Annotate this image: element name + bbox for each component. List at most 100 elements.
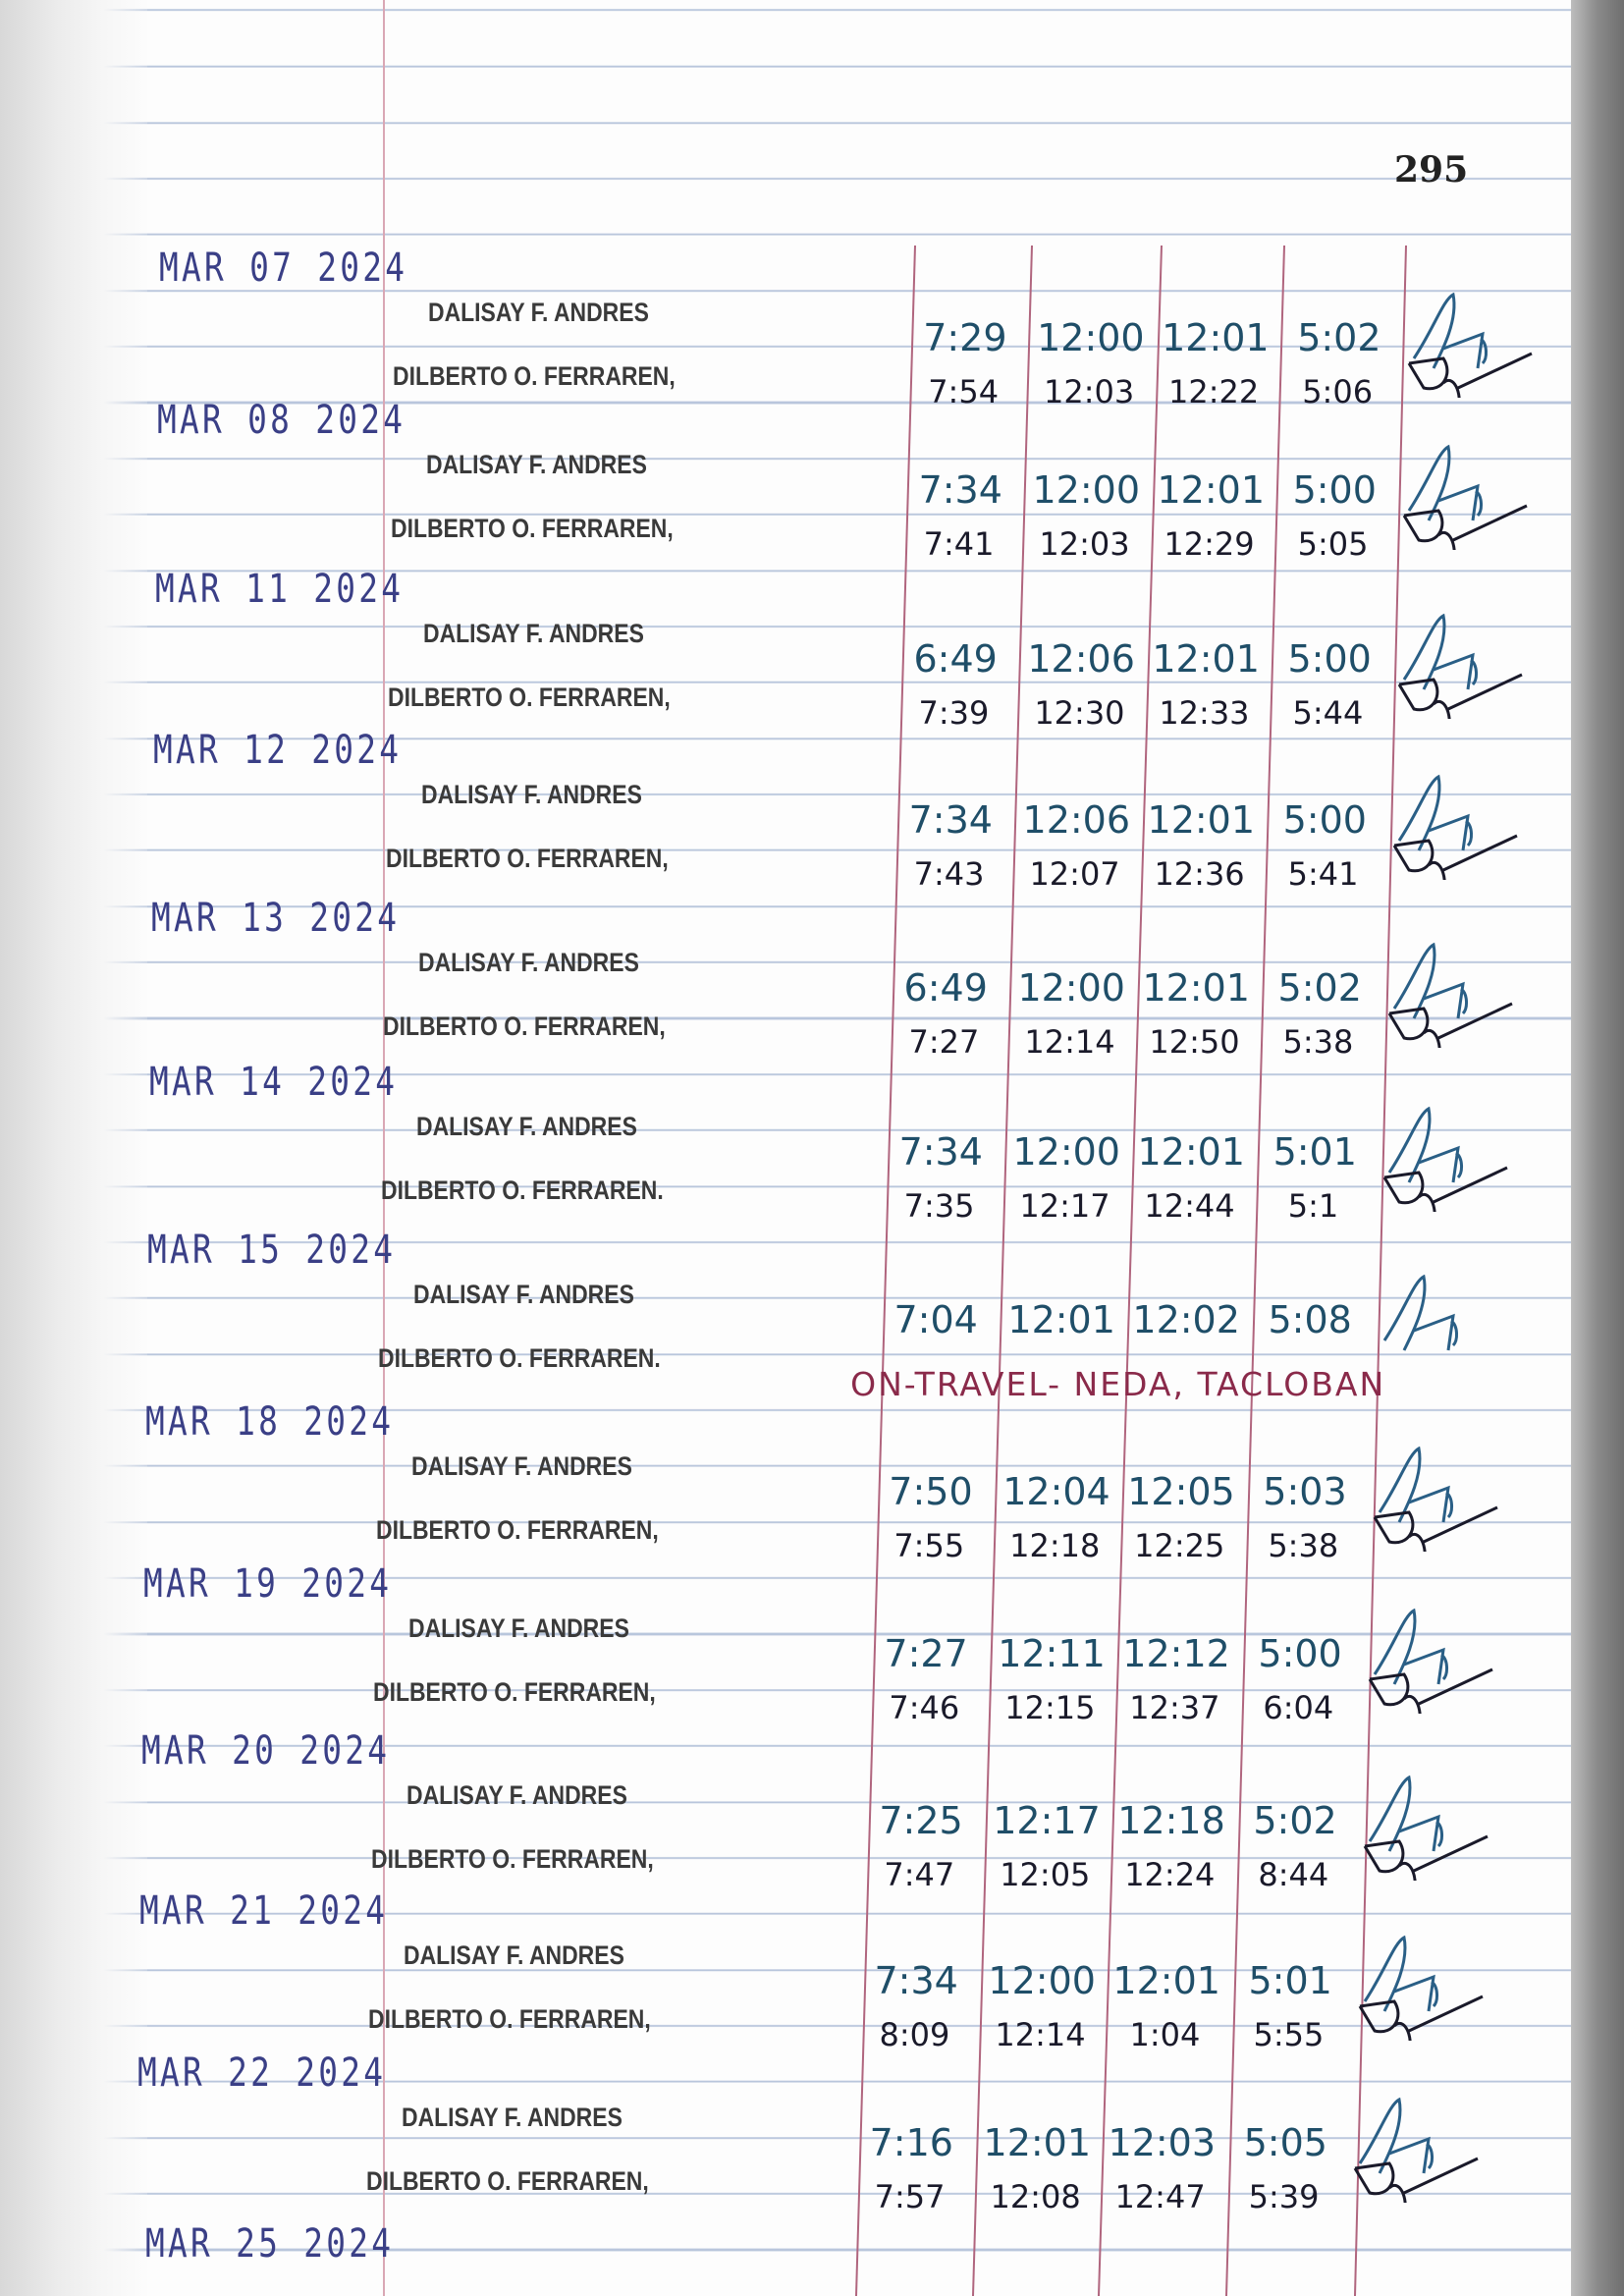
time-out-pm: 5:02 — [1253, 1799, 1337, 1842]
time-out-pm: 5:08 — [1268, 1298, 1352, 1341]
employee-name: DALISAY F. ANDRES — [406, 1780, 627, 1810]
signature — [1368, 1608, 1493, 1714]
time-in-pm: 12:01 — [1137, 1130, 1245, 1174]
date-stamp: MAR 14 2024 — [149, 1060, 399, 1105]
time-out-am: 12:00 — [1012, 1130, 1120, 1174]
time-out-pm: 8:44 — [1258, 1856, 1329, 1893]
time-out-am: 12:06 — [1022, 798, 1131, 842]
date-stamp: MAR 15 2024 — [147, 1228, 397, 1273]
time-in-pm: 12:24 — [1124, 1856, 1216, 1893]
date-stamp: MAR 18 2024 — [145, 1399, 395, 1445]
signature — [1354, 2097, 1480, 2203]
employee-name: DILBERTO O. FERRAREN, — [365, 2166, 649, 2196]
time-in-am: 7:34 — [918, 468, 1002, 512]
employee-name: DALISAY F. ANDRES — [420, 780, 642, 809]
time-in-am: 7:35 — [903, 1187, 975, 1225]
time-in-pm: 12:03 — [1108, 2121, 1217, 2164]
date-stamp: MAR 21 2024 — [139, 1888, 389, 1934]
time-out-pm: 5:01 — [1272, 1130, 1357, 1174]
time-out-pm: 5:05 — [1243, 2121, 1327, 2164]
time-out-am: 12:05 — [1000, 1856, 1091, 1893]
time-out-am: 12:17 — [993, 1799, 1101, 1842]
time-out-am: 12:08 — [990, 2178, 1081, 2215]
date-stamp: MAR 19 2024 — [143, 1561, 393, 1607]
employee-name: DILBERTO O. FERRAREN. — [380, 1175, 664, 1205]
time-in-pm: 12:25 — [1134, 1527, 1225, 1564]
time-in-am: 7:57 — [874, 2178, 946, 2215]
time-out-am: 12:00 — [1017, 966, 1125, 1010]
signature — [1383, 1106, 1509, 1212]
signature — [1373, 1446, 1498, 1552]
time-in-am: 7:34 — [908, 798, 993, 842]
employee-name: DILBERTO O. FERRAREN. — [378, 1343, 661, 1373]
time-in-pm: 12:37 — [1129, 1689, 1220, 1726]
time-out-am: 12:04 — [1002, 1470, 1110, 1513]
signature — [1393, 774, 1519, 880]
time-in-am: 7:27 — [908, 1023, 980, 1061]
date-stamp: MAR 12 2024 — [153, 728, 403, 773]
employee-name: DALISAY F. ANDRES — [413, 1280, 635, 1309]
time-out-am: 12:06 — [1027, 637, 1135, 681]
time-out-pm: 5:02 — [1297, 316, 1381, 359]
time-in-pm: 12:01 — [1152, 637, 1260, 681]
time-in-am: 7:54 — [928, 373, 1000, 410]
time-in-pm: 12:01 — [1142, 966, 1250, 1010]
time-out-am: 12:01 — [983, 2121, 1092, 2164]
time-out-pm: 5:06 — [1302, 373, 1374, 410]
employee-name: DALISAY F. ANDRES — [408, 1613, 629, 1643]
employee-name: DILBERTO O. FERRAREN, — [383, 1011, 666, 1041]
time-out-am: 12:03 — [1044, 373, 1135, 410]
time-in-pm: 12:18 — [1117, 1799, 1225, 1842]
time-in-am: 7:55 — [893, 1527, 965, 1564]
date-stamp: MAR 07 2024 — [159, 246, 408, 291]
time-out-am: 12:00 — [1037, 316, 1145, 359]
page-number: 295 — [1394, 149, 1469, 191]
employee-name: DILBERTO O. FERRAREN, — [385, 844, 669, 873]
time-out-pm: 5:01 — [1248, 1959, 1332, 2002]
employee-name: DILBERTO O. FERRAREN, — [368, 2004, 651, 2034]
time-out-am: 12:18 — [1009, 1527, 1101, 1564]
time-in-am: 7:34 — [874, 1959, 958, 2002]
time-out-pm: 5:00 — [1287, 637, 1372, 681]
employee-name: DILBERTO O. FERRAREN, — [375, 1515, 659, 1545]
time-out-pm: 5:38 — [1282, 1023, 1354, 1061]
employee-name: DALISAY F. ANDRES — [404, 1941, 625, 1970]
signature — [1388, 942, 1513, 1048]
time-out-pm: 5:05 — [1297, 525, 1369, 563]
date-stamp: MAR 25 2024 — [145, 2221, 395, 2267]
time-in-pm: 12:01 — [1112, 1959, 1220, 2002]
remarks-note: ON-TRAVEL- NEDA, TACLOBAN — [850, 1365, 1386, 1403]
signature — [1363, 1775, 1489, 1881]
date-stamp: MAR 20 2024 — [141, 1728, 391, 1774]
time-in-pm: 12:12 — [1122, 1632, 1230, 1675]
employee-name: DILBERTO O. FERRAREN, — [370, 1844, 654, 1874]
time-out-pm: 5:38 — [1268, 1527, 1339, 1564]
time-in-am: 7:04 — [893, 1298, 978, 1341]
time-in-pm: 12:50 — [1149, 1023, 1240, 1061]
logbook-page — [0, 0, 1571, 2296]
time-in-am: 8:09 — [879, 2016, 950, 2053]
time-in-am: 6:49 — [903, 966, 988, 1010]
employee-name: DILBERTO O. FERRAREN, — [393, 361, 676, 391]
employee-name: DALISAY F. ANDRES — [418, 948, 640, 977]
time-out-am: 12:14 — [995, 2016, 1086, 2053]
time-in-am: 7:43 — [913, 855, 985, 893]
time-in-pm: 12:36 — [1154, 855, 1245, 893]
time-out-pm: 5:00 — [1258, 1632, 1342, 1675]
time-in-am: 7:34 — [898, 1130, 983, 1174]
employee-name: DALISAY F. ANDRES — [415, 1112, 637, 1141]
time-out-pm: 5:39 — [1248, 2178, 1320, 2215]
time-in-pm: 1:04 — [1129, 2016, 1201, 2053]
time-in-am: 7:25 — [879, 1799, 963, 1842]
time-in-pm: 12:33 — [1159, 694, 1250, 732]
time-out-am: 12:00 — [988, 1959, 1096, 2002]
time-in-am: 7:47 — [884, 1856, 955, 1893]
time-out-pm: 5:1 — [1287, 1187, 1339, 1225]
date-stamp: MAR 11 2024 — [155, 567, 405, 612]
employee-name: DALISAY F. ANDRES — [423, 619, 645, 648]
time-out-am: 12:15 — [1004, 1689, 1096, 1726]
time-in-pm: 12:05 — [1127, 1470, 1235, 1513]
time-in-am: 7:27 — [884, 1632, 968, 1675]
employee-name: DILBERTO O. FERRAREN, — [388, 683, 671, 712]
